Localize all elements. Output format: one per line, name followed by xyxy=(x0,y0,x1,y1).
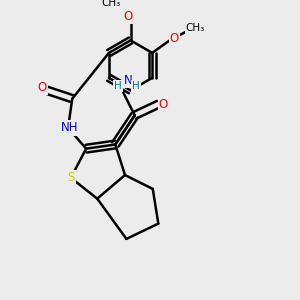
Text: H: H xyxy=(132,81,140,91)
Text: CH₃: CH₃ xyxy=(101,0,121,8)
Text: O: O xyxy=(37,81,46,94)
Text: O: O xyxy=(123,10,132,23)
Text: NH: NH xyxy=(61,121,78,134)
Text: CH₃: CH₃ xyxy=(186,23,205,33)
Text: S: S xyxy=(67,171,75,184)
Text: O: O xyxy=(170,32,179,45)
Text: H: H xyxy=(114,81,122,91)
Text: N: N xyxy=(123,74,132,87)
Text: O: O xyxy=(159,98,168,111)
